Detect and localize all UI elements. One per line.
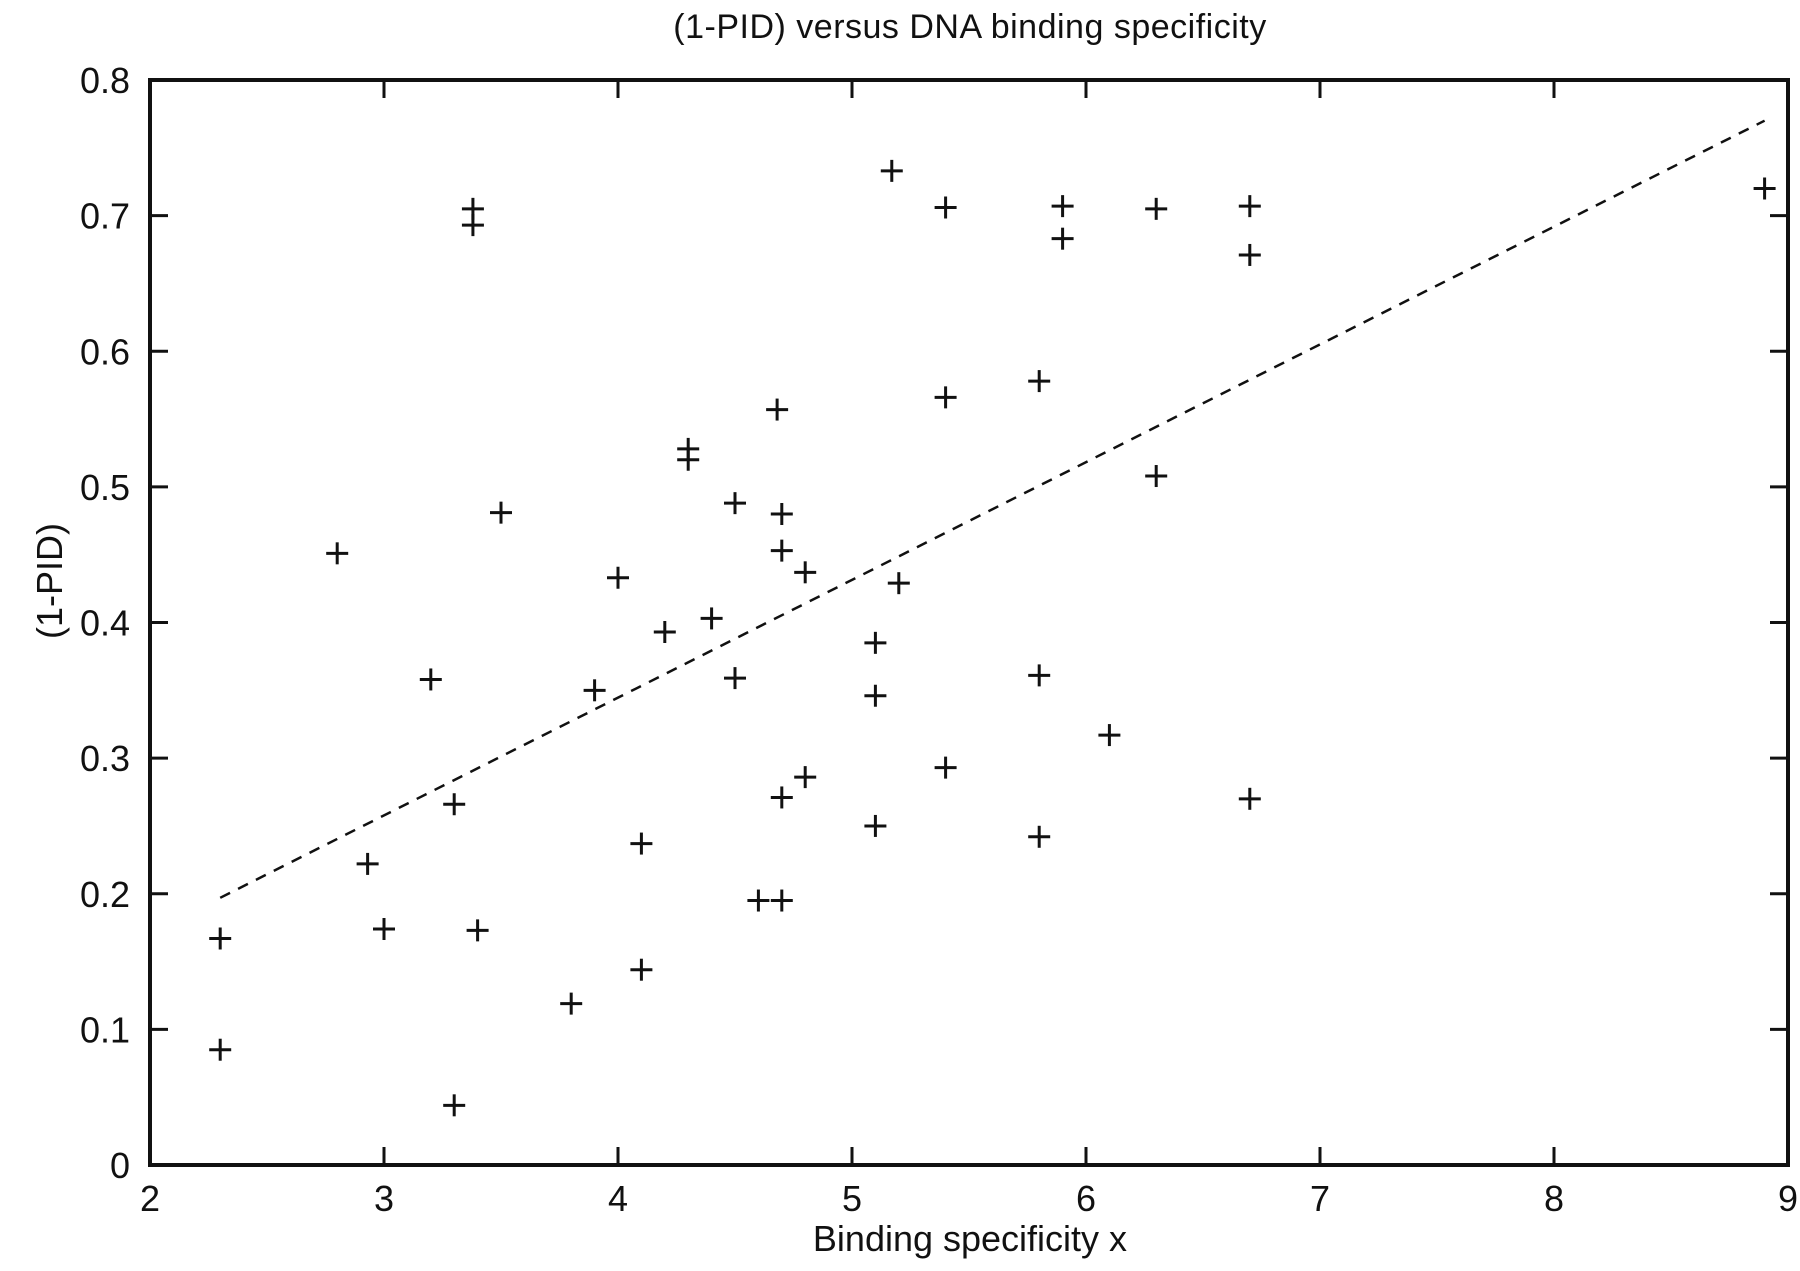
y-tick-label: 0.4 bbox=[80, 603, 130, 644]
y-tick-label: 0.2 bbox=[80, 874, 130, 915]
y-tick-label: 0.1 bbox=[80, 1009, 130, 1050]
x-tick-label: 4 bbox=[608, 1178, 628, 1219]
x-tick-label: 6 bbox=[1076, 1178, 1096, 1219]
y-tick-label: 0 bbox=[110, 1145, 130, 1186]
x-tick-label: 9 bbox=[1778, 1178, 1798, 1219]
x-axis-label: Binding specificity x bbox=[812, 1218, 1128, 1259]
y-tick-label: 0.5 bbox=[80, 467, 130, 508]
plot-border bbox=[148, 78, 1790, 1167]
y-tick-label: 0.7 bbox=[80, 196, 130, 237]
x-tick-label: 7 bbox=[1310, 1178, 1330, 1219]
x-tick-label: 8 bbox=[1544, 1178, 1564, 1219]
chart-title: (1-PID) versus DNA binding specificity bbox=[673, 8, 1267, 46]
x-tick-label: 5 bbox=[842, 1178, 862, 1219]
y-tick-label: 0.8 bbox=[80, 60, 130, 101]
trend-line bbox=[219, 119, 1766, 899]
x-tick-label: 2 bbox=[140, 1178, 160, 1219]
x-tick-label: 3 bbox=[374, 1178, 394, 1219]
y-tick-label: 0.3 bbox=[80, 738, 130, 779]
y-tick-label: 0.6 bbox=[80, 331, 130, 372]
